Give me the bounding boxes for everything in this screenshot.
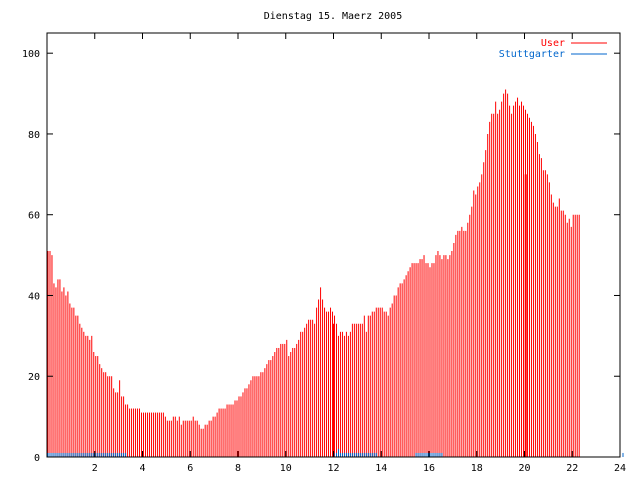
x-tick-labels: 2 4 6 8 10 12 14 16 18 20 22 24 [92,463,626,474]
user-series-bars [47,89,580,457]
x-tick-label: 6 [187,463,193,474]
y-tick-label: 60 [28,211,40,222]
x-tick-label: 22 [566,463,578,474]
x-tick-label: 24 [614,463,626,474]
legend: User Stuttgarter [499,38,607,60]
x-tick-label: 18 [471,463,483,474]
x-tick-label: 10 [280,463,292,474]
y-tick-label: 100 [22,49,40,60]
x-tick-label: 12 [327,463,339,474]
y-tick-label: 40 [28,291,40,302]
legend-label-user: User [541,38,565,49]
x-tick-label: 4 [139,463,145,474]
spike-bars [332,174,527,457]
x-tick-label: 20 [518,463,530,474]
x-tick-label: 2 [92,463,98,474]
x-tick-label: 8 [235,463,241,474]
chart-title: Dienstag 15. Maerz 2005 [264,11,402,22]
axis-ticks [47,33,621,458]
stuttgarter-series-bars [47,448,624,457]
y-tick-label: 20 [28,372,40,383]
y-tick-labels: 0 20 40 60 80 100 [22,49,40,464]
x-tick-label: 14 [375,463,387,474]
y-tick-label: 80 [28,130,40,141]
x-tick-label: 16 [423,463,435,474]
plot-frame [46,32,621,458]
legend-label-stuttgarter: Stuttgarter [499,49,565,60]
y-tick-label: 0 [34,453,40,464]
